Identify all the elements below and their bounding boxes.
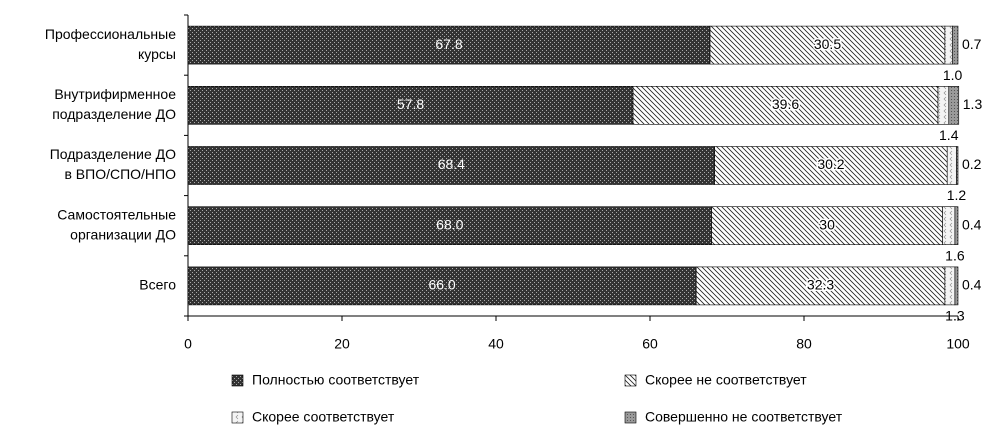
value-label: 30 — [819, 216, 835, 232]
category-label: в ВПО/СПО/НПО — [64, 166, 176, 182]
bar-segment — [954, 206, 959, 245]
bar-segment — [187, 86, 634, 125]
value-label: 57.8 — [397, 96, 424, 112]
value-label: 0.4 — [962, 277, 982, 293]
value-label: 1.6 — [945, 247, 965, 263]
value-label: 67.8 — [435, 36, 462, 52]
value-label: 68.4 — [438, 156, 465, 172]
x-tick-label: 20 — [334, 336, 350, 352]
value-label: 66.0 — [428, 277, 455, 293]
legend-swatch — [231, 411, 244, 424]
legend-swatch — [624, 374, 637, 387]
category-label: организации ДО — [70, 226, 176, 242]
bar-segment — [187, 266, 697, 306]
bar-segment — [954, 266, 959, 306]
bar-segment — [956, 146, 959, 185]
value-label: 1.0 — [943, 67, 963, 83]
value-label: 1.2 — [947, 187, 967, 203]
value-label: 1.3 — [945, 308, 965, 324]
category-label: Внутрифирменное — [54, 86, 176, 102]
bar-segment — [695, 266, 946, 306]
bar-segment — [944, 25, 953, 65]
legend-swatch — [624, 411, 637, 424]
legend-label: Скорее соответствует — [252, 409, 395, 425]
value-label: 1.4 — [939, 127, 959, 143]
category-label: курсы — [138, 46, 176, 62]
bar-segment — [942, 206, 956, 245]
category-label: Профессиональные — [45, 26, 176, 42]
bar-segment — [946, 146, 957, 185]
value-label: 0.2 — [962, 156, 982, 172]
legend-label: Полностью соответствует — [252, 372, 420, 388]
legend-label: Скорее не соответствует — [645, 372, 807, 388]
value-label: 39.6 — [772, 96, 799, 112]
value-label: 30.2 — [817, 156, 844, 172]
value-label: 0.4 — [962, 216, 982, 232]
category-label: Самостоятельные — [57, 206, 176, 222]
bar-segment — [714, 146, 948, 185]
bar-segment — [952, 25, 959, 65]
bar-segment — [187, 206, 712, 245]
value-label: 32.3 — [807, 277, 834, 293]
category-label: Подразделение ДО — [50, 146, 176, 162]
bar-segment — [937, 86, 950, 125]
x-tick-label: 80 — [796, 336, 812, 352]
bar-segment — [948, 86, 960, 125]
bar-segment — [711, 206, 943, 245]
value-label: 0.7 — [962, 36, 982, 52]
x-tick-label: 100 — [946, 336, 970, 352]
category-label: Всего — [139, 277, 176, 293]
legend-swatch — [231, 374, 244, 387]
value-label: 30.5 — [814, 36, 841, 52]
value-label: 68.0 — [436, 216, 463, 232]
bar-segment — [944, 266, 956, 306]
category-label: подразделение ДО — [52, 106, 176, 122]
x-tick-label: 40 — [488, 336, 504, 352]
x-tick-label: 60 — [642, 336, 658, 352]
legend-label: Совершенно не соответствует — [645, 409, 843, 425]
value-label: 1.3 — [963, 96, 983, 112]
x-tick-label: 0 — [184, 336, 192, 352]
bar-segment — [187, 146, 715, 185]
